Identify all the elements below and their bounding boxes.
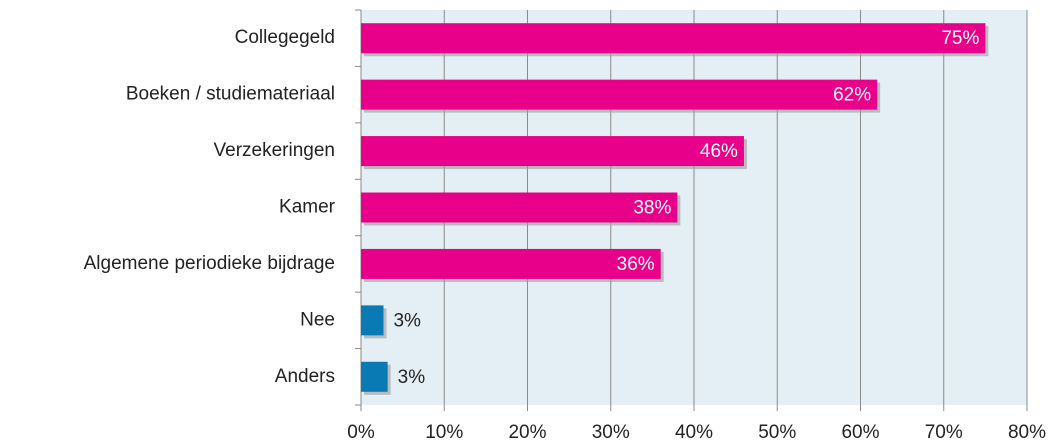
value-label: 75% [941, 28, 979, 49]
bar [361, 305, 384, 336]
x-tick-label: 0% [347, 422, 375, 443]
bar [361, 79, 878, 110]
bar [361, 192, 678, 223]
y-tick-label: Collegegeld [235, 27, 335, 48]
value-label: 3% [398, 367, 426, 388]
x-tick-label: 40% [675, 422, 713, 443]
bar [361, 248, 661, 279]
x-tick-label: 10% [425, 422, 463, 443]
x-tick-label: 80% [1008, 422, 1046, 443]
value-label: 46% [700, 141, 738, 162]
value-label: 62% [833, 85, 871, 106]
x-tick-label: 60% [841, 422, 879, 443]
bar [361, 23, 986, 54]
value-label: 38% [633, 198, 671, 219]
x-tick-label: 70% [925, 422, 963, 443]
x-tick-label: 30% [592, 422, 630, 443]
y-tick-label: Nee [300, 309, 335, 330]
x-tick-label: 50% [758, 422, 796, 443]
y-tick-label: Boeken / studiemateriaal [126, 84, 335, 105]
y-tick-label: Algemene periodieke bijdrage [84, 253, 335, 274]
bar [361, 136, 744, 167]
value-label: 3% [393, 310, 421, 331]
value-label: 36% [617, 254, 655, 275]
bar [361, 361, 388, 392]
y-tick-label: Anders [275, 366, 335, 387]
x-tick-label: 20% [508, 422, 546, 443]
y-tick-label: Kamer [279, 197, 336, 218]
y-tick-label: Verzekeringen [214, 140, 335, 161]
